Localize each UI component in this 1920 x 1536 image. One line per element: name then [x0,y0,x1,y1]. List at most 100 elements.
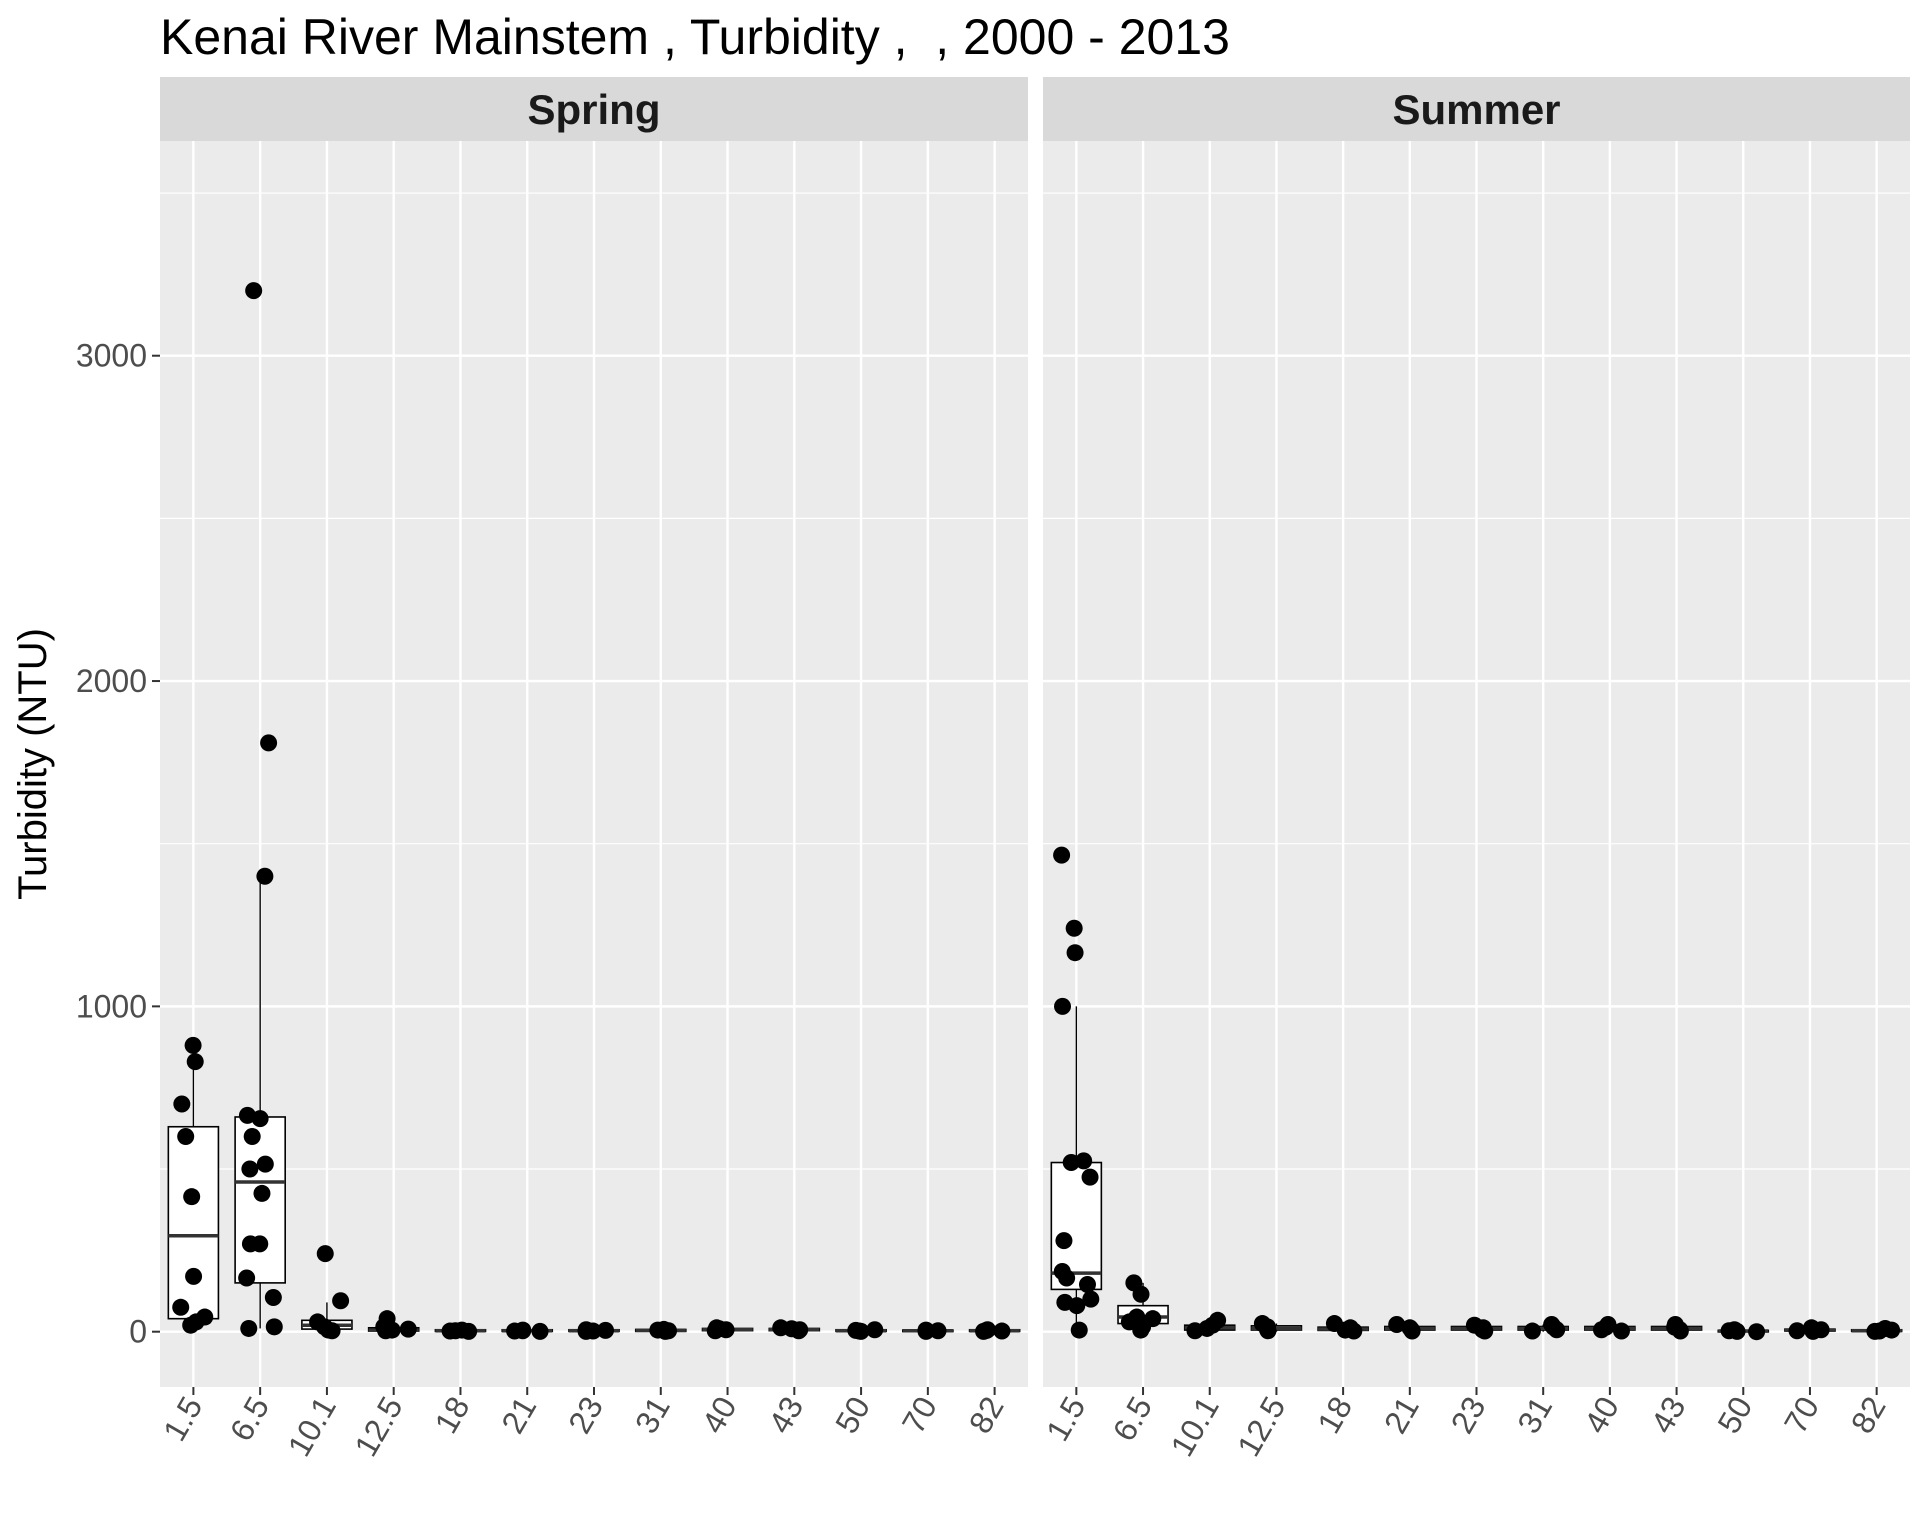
data-point [1082,1290,1100,1308]
data-point [264,1289,282,1307]
x-tick-label: 10.1 [1163,1391,1225,1463]
x-tick-label: 40 [695,1391,744,1440]
y-tick-label: 0 [129,1314,147,1350]
data-point [1053,846,1071,864]
x-tick-label: 1.5 [1039,1391,1092,1448]
data-point [182,1316,200,1334]
data-point [240,1319,258,1337]
facet-strip [1043,77,1910,141]
data-point [656,1322,674,1340]
data-point [1523,1322,1541,1340]
data-point [241,1235,259,1253]
data-point [1055,1232,1073,1250]
chart-title: Kenai River Mainstem , Turbidity , , 200… [160,9,1230,65]
x-tick-label: 10.1 [281,1391,343,1463]
data-point [377,1322,395,1340]
data-point [1788,1322,1806,1340]
x-tick-label: 70 [1777,1391,1826,1440]
box-1.5 [167,1125,220,1320]
data-point [241,1160,259,1178]
data-point [460,1322,478,1340]
x-tick-label: 21 [494,1391,543,1440]
x-tick-label: 31 [628,1391,677,1440]
data-point [260,734,278,752]
data-point [183,1188,201,1206]
data-point [245,282,263,300]
x-tick-label: 23 [561,1391,610,1440]
x-tick-label: 82 [1844,1391,1893,1440]
data-point [1068,1297,1086,1315]
data-point [1804,1322,1822,1340]
data-point [790,1322,808,1340]
data-point [186,1053,204,1071]
data-point [1054,997,1072,1015]
data-point [531,1322,549,1340]
data-point [172,1298,190,1316]
data-point [316,1245,334,1263]
data-point [253,1184,271,1202]
box-6.5 [234,1116,286,1284]
data-point [1403,1322,1421,1340]
data-point [1388,1316,1406,1334]
data-point [1132,1321,1150,1339]
x-tick-label: 50 [1710,1391,1759,1440]
facet-strip-label: Spring [528,86,661,133]
data-point [1065,919,1083,937]
data-point [866,1321,884,1339]
x-tick-label: 21 [1377,1391,1426,1440]
x-tick-label: 12.5 [1230,1391,1292,1463]
data-point [1548,1321,1566,1339]
x-tick-label: 23 [1444,1391,1493,1440]
y-tick-label: 2000 [76,663,147,699]
data-point [1748,1323,1766,1341]
x-tick-label: 43 [1644,1391,1693,1440]
data-point [177,1127,195,1145]
data-point [256,1155,274,1173]
data-point [256,867,274,885]
x-tick-label: 1.5 [156,1391,209,1448]
data-point [1476,1322,1494,1340]
data-point [1058,1269,1076,1287]
data-point [251,1110,269,1128]
data-point [399,1320,417,1338]
data-point [975,1322,993,1340]
data-point [706,1322,724,1340]
x-tick-label: 18 [1310,1391,1359,1440]
data-point [993,1322,1011,1340]
data-point [1186,1322,1204,1340]
data-point [852,1322,870,1340]
data-point [265,1318,283,1336]
x-tick-label: 18 [428,1391,477,1440]
data-point [1866,1322,1884,1340]
y-axis-title: Turbidity (NTU) [11,628,55,900]
data-point [1671,1322,1689,1340]
data-point [1132,1285,1150,1303]
x-tick-label: 40 [1577,1391,1626,1440]
data-point [1345,1322,1363,1340]
data-point [1612,1322,1630,1340]
data-point [185,1267,203,1285]
data-point [1259,1322,1277,1340]
data-point [184,1036,202,1054]
data-point [1066,944,1084,962]
data-point [1592,1321,1610,1339]
facet-strip-label: Summer [1392,86,1560,133]
data-point [597,1321,615,1339]
x-tick-label: 70 [895,1391,944,1440]
data-point [173,1095,191,1113]
data-point [577,1322,595,1340]
data-point [1062,1154,1080,1172]
x-tick-label: 82 [962,1391,1011,1440]
data-point [506,1322,524,1340]
x-tick-label: 43 [761,1391,810,1440]
data-point [1728,1322,1746,1340]
data-point [1075,1152,1093,1170]
data-point [323,1322,341,1340]
x-tick-label: 12.5 [347,1391,409,1463]
data-point [441,1322,459,1340]
x-tick-label: 50 [828,1391,877,1440]
x-tick-label: 31 [1510,1391,1559,1440]
data-point [332,1292,350,1310]
y-tick-label: 1000 [76,988,147,1024]
